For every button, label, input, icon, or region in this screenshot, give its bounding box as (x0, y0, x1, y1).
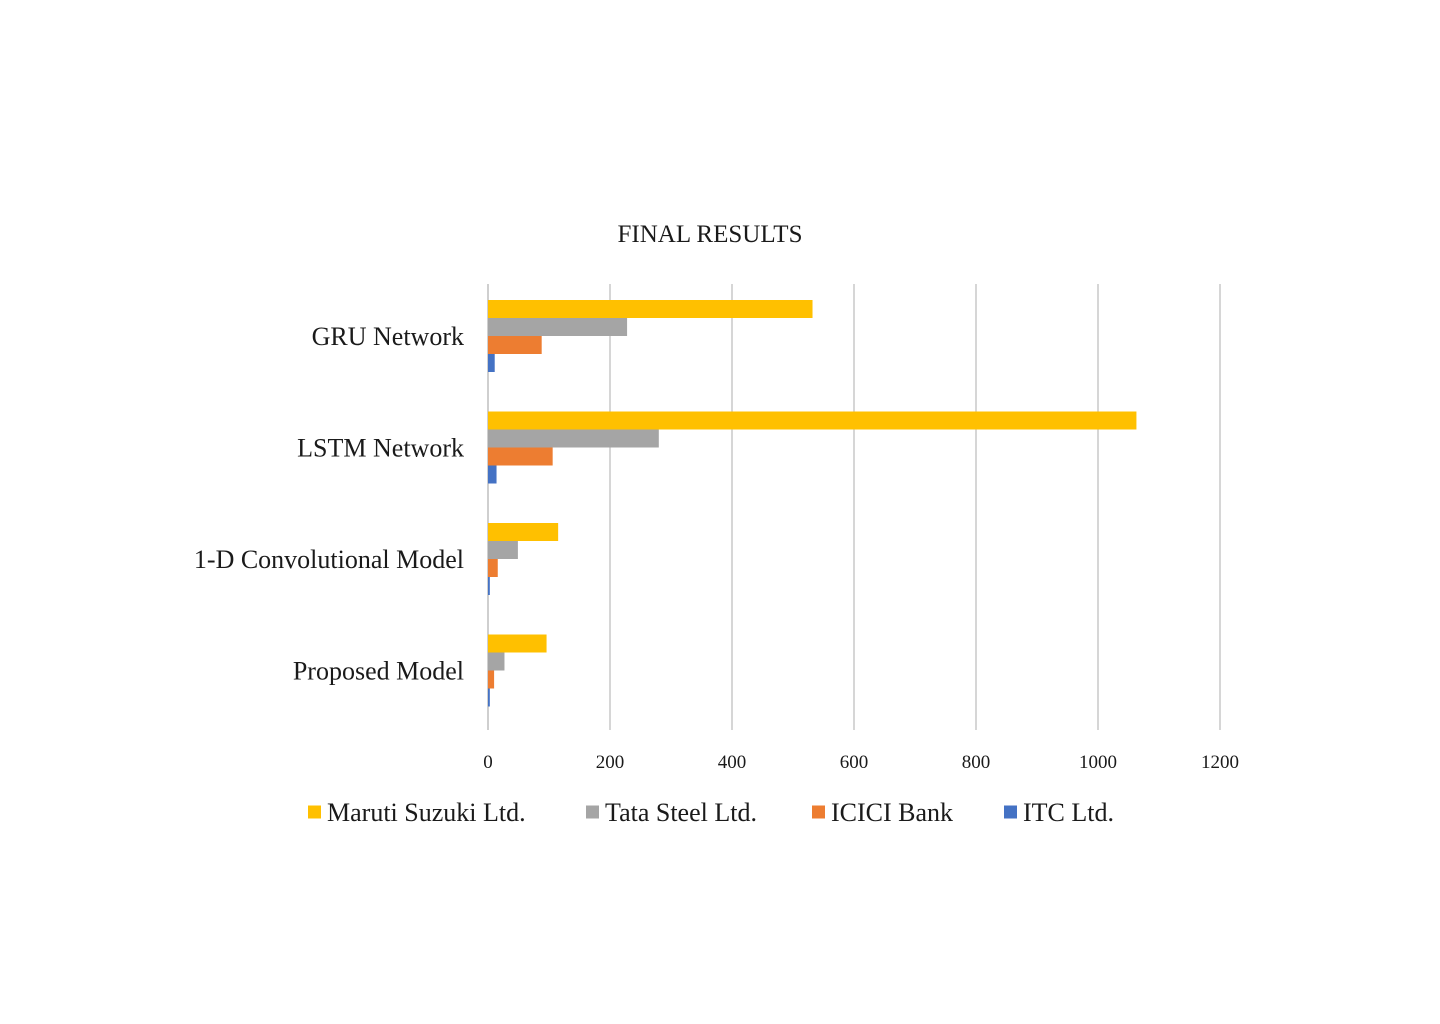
legend-label: Maruti Suzuki Ltd. (327, 798, 526, 827)
bar (488, 541, 518, 559)
bar (488, 300, 813, 318)
x-tick-label: 800 (962, 752, 991, 773)
bar (488, 336, 542, 354)
bar (488, 318, 628, 336)
legend-swatch (586, 805, 599, 819)
legend-item: ICICI Bank (812, 798, 953, 827)
grid-layer (487, 284, 1221, 730)
x-tick-label: 200 (596, 752, 625, 773)
category-label: 1-D Convolutional Model (194, 545, 464, 574)
bar (488, 634, 547, 653)
legend-item: Maruti Suzuki Ltd. (308, 798, 526, 827)
bar (488, 652, 505, 671)
bar (488, 354, 495, 372)
bars-layer (488, 300, 1137, 707)
bar (488, 688, 490, 707)
legend-swatch (308, 805, 321, 819)
legend-item: Tata Steel Ltd. (586, 798, 757, 827)
bar (488, 465, 497, 484)
category-label: Proposed Model (293, 657, 464, 686)
category-label: GRU Network (312, 322, 464, 351)
bar (488, 447, 553, 466)
bar (488, 429, 659, 448)
x-tick-label: 0 (483, 752, 493, 773)
chart-title: FINAL RESULTS (618, 221, 803, 248)
bar (488, 577, 490, 595)
legend-item: ITC Ltd. (1004, 798, 1114, 827)
x-tick-label: 600 (840, 752, 869, 773)
bar (488, 559, 498, 577)
category-labels: GRU Network LSTM Network 1-D Convolutional… (194, 322, 464, 686)
legend-label: Tata Steel Ltd. (605, 798, 757, 827)
x-tick-labels: 0 200 400 600 800 1000 1200 (483, 752, 1239, 773)
x-tick-label: 400 (718, 752, 747, 773)
legend-swatch (1004, 805, 1017, 819)
legend-swatch (812, 805, 825, 819)
bar (488, 523, 559, 541)
legend: Maruti Suzuki Ltd. Tata Steel Ltd. ICICI B… (308, 798, 1114, 827)
category-label: LSTM Network (297, 434, 464, 463)
x-tick-label: 1000 (1079, 752, 1117, 773)
legend-label: ICICI Bank (831, 798, 953, 827)
legend-label: ITC Ltd. (1023, 798, 1114, 827)
x-tick-label: 1200 (1201, 752, 1239, 773)
bar (488, 670, 495, 689)
bar (488, 411, 1137, 430)
